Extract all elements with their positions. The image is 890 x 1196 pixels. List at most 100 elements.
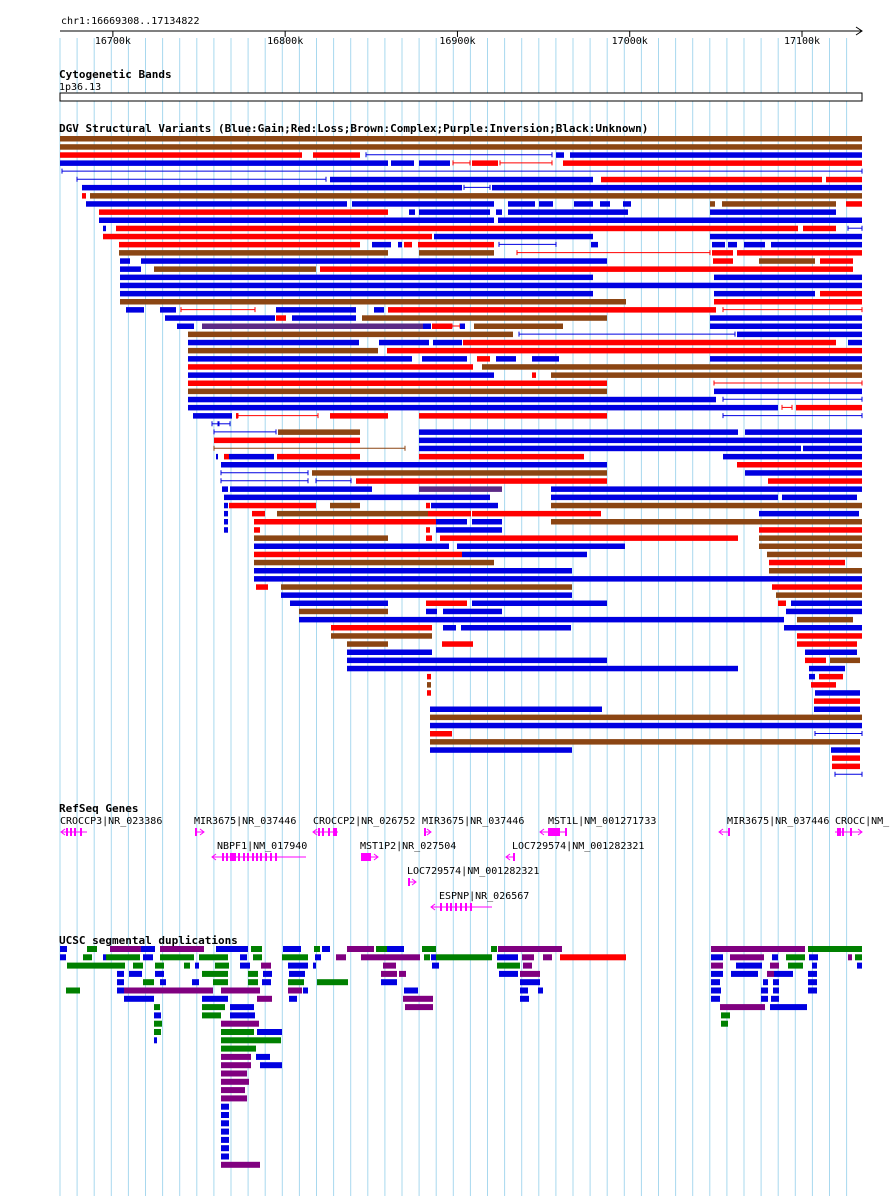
- segdup-feature[interactable]: [160, 954, 194, 961]
- dgv-variant[interactable]: [710, 209, 836, 215]
- dgv-variant[interactable]: [728, 241, 737, 248]
- dgv-variant[interactable]: [436, 527, 502, 533]
- dgv-variant[interactable]: [846, 201, 862, 207]
- dgv-variant[interactable]: [591, 241, 598, 248]
- dgv-variant[interactable]: [460, 323, 465, 330]
- segdup-feature[interactable]: [221, 1020, 259, 1027]
- segdup-feature[interactable]: [221, 1037, 281, 1044]
- dgv-variant[interactable]: [551, 494, 778, 501]
- dgv-variant[interactable]: [623, 201, 631, 207]
- segdup-feature[interactable]: [66, 987, 80, 994]
- segdup-feature[interactable]: [431, 954, 436, 961]
- segdup-feature[interactable]: [770, 962, 779, 969]
- gene-glyph[interactable]: [361, 853, 379, 861]
- segdup-feature[interactable]: [855, 954, 862, 961]
- segdup-feature[interactable]: [154, 1029, 161, 1035]
- segdup-feature[interactable]: [221, 1062, 251, 1069]
- dgv-variant[interactable]: [277, 453, 360, 460]
- dgv-variant[interactable]: [811, 682, 836, 688]
- dgv-variant[interactable]: [281, 592, 572, 598]
- segdup-feature[interactable]: [257, 995, 272, 1002]
- gene-glyph[interactable]: [312, 828, 338, 836]
- dgv-variant[interactable]: [330, 413, 388, 419]
- dgv-variant[interactable]: [86, 201, 347, 207]
- dgv-variant[interactable]: [299, 616, 784, 623]
- dgv-variant[interactable]: [427, 690, 431, 696]
- dgv-variant[interactable]: [347, 665, 738, 672]
- segdup-feature[interactable]: [720, 1004, 765, 1011]
- dgv-variant[interactable]: [281, 584, 572, 590]
- dgv-variant[interactable]: [768, 478, 862, 484]
- segdup-feature[interactable]: [83, 954, 92, 961]
- segdup-feature[interactable]: [711, 995, 720, 1002]
- dgv-variant[interactable]: [254, 535, 388, 541]
- dgv-variant[interactable]: [714, 290, 815, 297]
- dgv-variant[interactable]: [60, 144, 862, 150]
- dgv-variant[interactable]: [797, 633, 862, 639]
- dgv-variant[interactable]: [434, 233, 593, 240]
- dgv-variant[interactable]: [427, 673, 431, 680]
- segdup-feature[interactable]: [221, 987, 260, 994]
- dgv-variant[interactable]: [372, 241, 391, 248]
- dgv-variant[interactable]: [532, 356, 559, 362]
- segdup-feature[interactable]: [288, 979, 304, 986]
- segdup-feature[interactable]: [761, 987, 768, 994]
- segdup-feature[interactable]: [774, 970, 793, 977]
- segdup-feature[interactable]: [202, 970, 228, 977]
- dgv-variant[interactable]: [347, 657, 607, 664]
- dgv-variant[interactable]: [831, 747, 860, 753]
- segdup-feature[interactable]: [133, 962, 143, 969]
- dgv-variant[interactable]: [120, 299, 626, 305]
- segdup-feature[interactable]: [256, 1053, 270, 1060]
- segdup-feature[interactable]: [497, 962, 520, 969]
- segdup-feature[interactable]: [221, 1045, 256, 1052]
- segdup-feature[interactable]: [381, 979, 397, 986]
- segdup-feature[interactable]: [522, 954, 534, 961]
- dgv-variant[interactable]: [224, 453, 229, 460]
- segdup-feature[interactable]: [498, 946, 562, 952]
- segdup-feature[interactable]: [812, 962, 817, 969]
- dgv-variant[interactable]: [722, 201, 836, 207]
- dgv-variant[interactable]: [229, 502, 316, 509]
- segdup-feature[interactable]: [117, 970, 124, 977]
- dgv-variant[interactable]: [430, 714, 862, 721]
- dgv-variant[interactable]: [331, 625, 432, 631]
- segdup-feature[interactable]: [221, 1095, 247, 1102]
- dgv-variant[interactable]: [737, 250, 862, 256]
- segdup-feature[interactable]: [141, 946, 155, 952]
- segdup-feature[interactable]: [262, 979, 271, 986]
- dgv-variant[interactable]: [457, 543, 625, 550]
- segdup-feature[interactable]: [230, 1004, 254, 1011]
- dgv-variant[interactable]: [820, 290, 862, 297]
- dgv-variant[interactable]: [477, 356, 490, 362]
- dgv-variant[interactable]: [771, 241, 862, 248]
- dgv-variant[interactable]: [120, 282, 862, 289]
- dgv-variant[interactable]: [745, 470, 862, 476]
- dgv-variant[interactable]: [848, 404, 862, 411]
- dgv-variant[interactable]: [759, 258, 815, 264]
- segdup-feature[interactable]: [195, 962, 199, 969]
- segdup-feature[interactable]: [154, 1037, 157, 1044]
- dgv-variant[interactable]: [82, 193, 86, 199]
- dgv-variant[interactable]: [419, 250, 494, 256]
- dgv-variant[interactable]: [759, 543, 862, 550]
- segdup-feature[interactable]: [202, 1012, 221, 1019]
- dgv-variant[interactable]: [119, 241, 360, 248]
- segdup-feature[interactable]: [808, 946, 862, 952]
- gene-glyph[interactable]: [430, 903, 492, 911]
- dgv-variant[interactable]: [99, 209, 388, 215]
- dgv-variant[interactable]: [574, 201, 593, 207]
- dgv-variant[interactable]: [229, 453, 274, 460]
- dgv-variant[interactable]: [254, 527, 260, 533]
- segdup-feature[interactable]: [857, 962, 862, 969]
- segdup-feature[interactable]: [432, 962, 439, 969]
- dgv-variant[interactable]: [772, 584, 862, 590]
- dgv-variant[interactable]: [188, 372, 494, 378]
- dgv-variant[interactable]: [418, 241, 494, 248]
- dgv-variant[interactable]: [254, 519, 462, 525]
- dgv-variant[interactable]: [299, 608, 388, 615]
- dgv-variant[interactable]: [221, 462, 607, 468]
- dgv-variant[interactable]: [778, 600, 786, 607]
- dgv-variant[interactable]: [120, 290, 593, 297]
- dgv-variant[interactable]: [442, 641, 473, 647]
